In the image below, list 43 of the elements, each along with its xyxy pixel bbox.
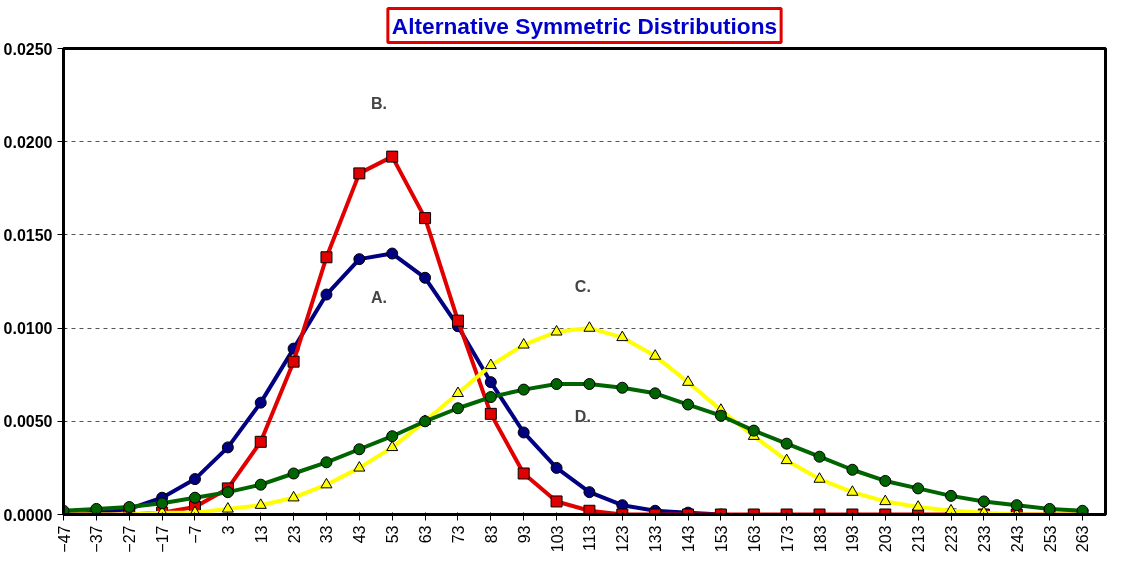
y-tick-label: 0.0250	[3, 40, 53, 58]
x-tick-label: 243	[1008, 525, 1026, 553]
y-tick-label: 0.0050	[3, 413, 53, 431]
x-tick-label: 93	[515, 525, 533, 544]
annotation: A.	[371, 288, 388, 306]
annotation: D.	[574, 408, 591, 426]
y-tick-label: 0.0150	[3, 226, 53, 244]
x-tick-label: 193	[844, 525, 862, 553]
chart-title: Alternative Symmetric Distributions	[391, 12, 778, 39]
y-tick-label: 0.0000	[3, 506, 53, 524]
x-tick-label: 253	[1041, 525, 1059, 553]
x-tick-label: 203	[877, 525, 895, 553]
x-tick-label: −27	[121, 525, 139, 553]
annotation: C.	[574, 277, 591, 295]
x-tick-label: 73	[449, 525, 467, 544]
x-tick-label: 183	[811, 525, 829, 553]
x-tick-label: 263	[1074, 525, 1092, 553]
y-tick-label: 0.0200	[3, 133, 53, 151]
x-tick-label: 63	[417, 525, 435, 544]
x-tick-label: 143	[680, 525, 698, 553]
x-tick-label: 223	[943, 525, 961, 553]
x-tick-label: −17	[154, 525, 172, 553]
x-tick-label: 123	[614, 525, 632, 553]
x-tick-label: 233	[975, 525, 993, 553]
x-tick-label: 3	[219, 525, 237, 535]
x-tick-label: 133	[647, 525, 665, 553]
x-tick-label: −37	[88, 525, 106, 553]
x-tick-label: 103	[548, 525, 566, 553]
y-tick-label: 0.0100	[3, 320, 53, 338]
x-tick-label: 53	[384, 525, 402, 544]
x-tick-label: 43	[351, 525, 369, 544]
x-tick-label: 13	[252, 525, 270, 544]
x-tick-label: 83	[482, 525, 500, 544]
x-tick-label: 163	[745, 525, 763, 553]
x-tick-label: 113	[581, 525, 599, 552]
annotation: B.	[371, 94, 388, 112]
x-tick-label: 23	[285, 525, 303, 544]
x-tick-label: 173	[778, 525, 796, 553]
x-tick-label: −7	[186, 525, 204, 544]
x-tick-label: 33	[318, 525, 336, 544]
x-tick-label: 213	[910, 525, 928, 553]
x-tick-label: 153	[712, 525, 730, 553]
x-tick-label: −47	[55, 525, 73, 553]
